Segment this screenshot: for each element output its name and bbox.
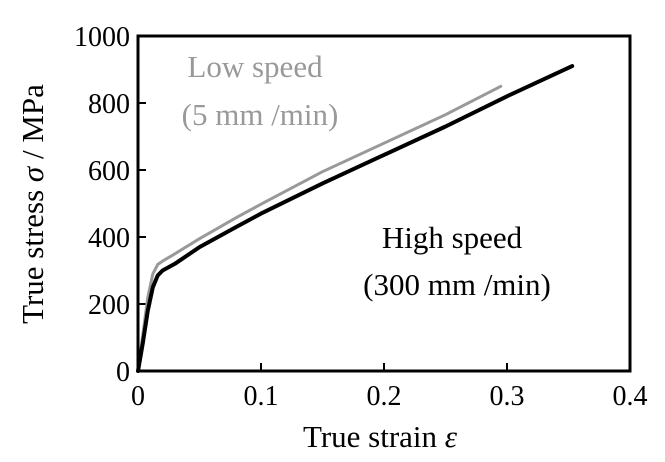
high-speed-series-line	[136, 64, 575, 373]
y-tick-label: 800	[88, 89, 130, 120]
low-speed-annotation-line2: (5 mm /min)	[182, 97, 339, 132]
series-layer	[136, 64, 575, 373]
tick-labels: 0 0.1 0.2 0.3 0.4 0 200 400 600 800 1000	[74, 22, 648, 412]
y-tick-label: 400	[88, 223, 130, 254]
plot-area-frame	[136, 34, 632, 373]
high-speed-annotation-line1: High speed	[382, 220, 523, 255]
y-axis-title: True stress σ / MPa	[15, 84, 50, 324]
y-tick-label: 200	[88, 290, 130, 321]
x-tick-label: 0.1	[244, 381, 279, 412]
y-tick-label: 600	[88, 156, 130, 187]
y-tick-label: 1000	[74, 22, 130, 53]
x-axis-symbol: ε	[445, 419, 458, 454]
x-tick-label: 0.2	[367, 381, 402, 412]
low-speed-annotation-line1: Low speed	[187, 49, 323, 84]
x-tick-label: 0.4	[613, 381, 648, 412]
axis-ticks	[137, 35, 631, 372]
x-tick-label: 0	[131, 381, 145, 412]
y-tick-label: 0	[116, 357, 130, 388]
x-axis-title: True strain ε	[303, 419, 458, 454]
low-speed-series-line	[136, 84, 503, 373]
high-speed-annotation-line2: (300 mm /min)	[363, 267, 551, 302]
y-axis-symbol: σ	[15, 165, 50, 182]
x-tick-label: 0.3	[490, 381, 525, 412]
